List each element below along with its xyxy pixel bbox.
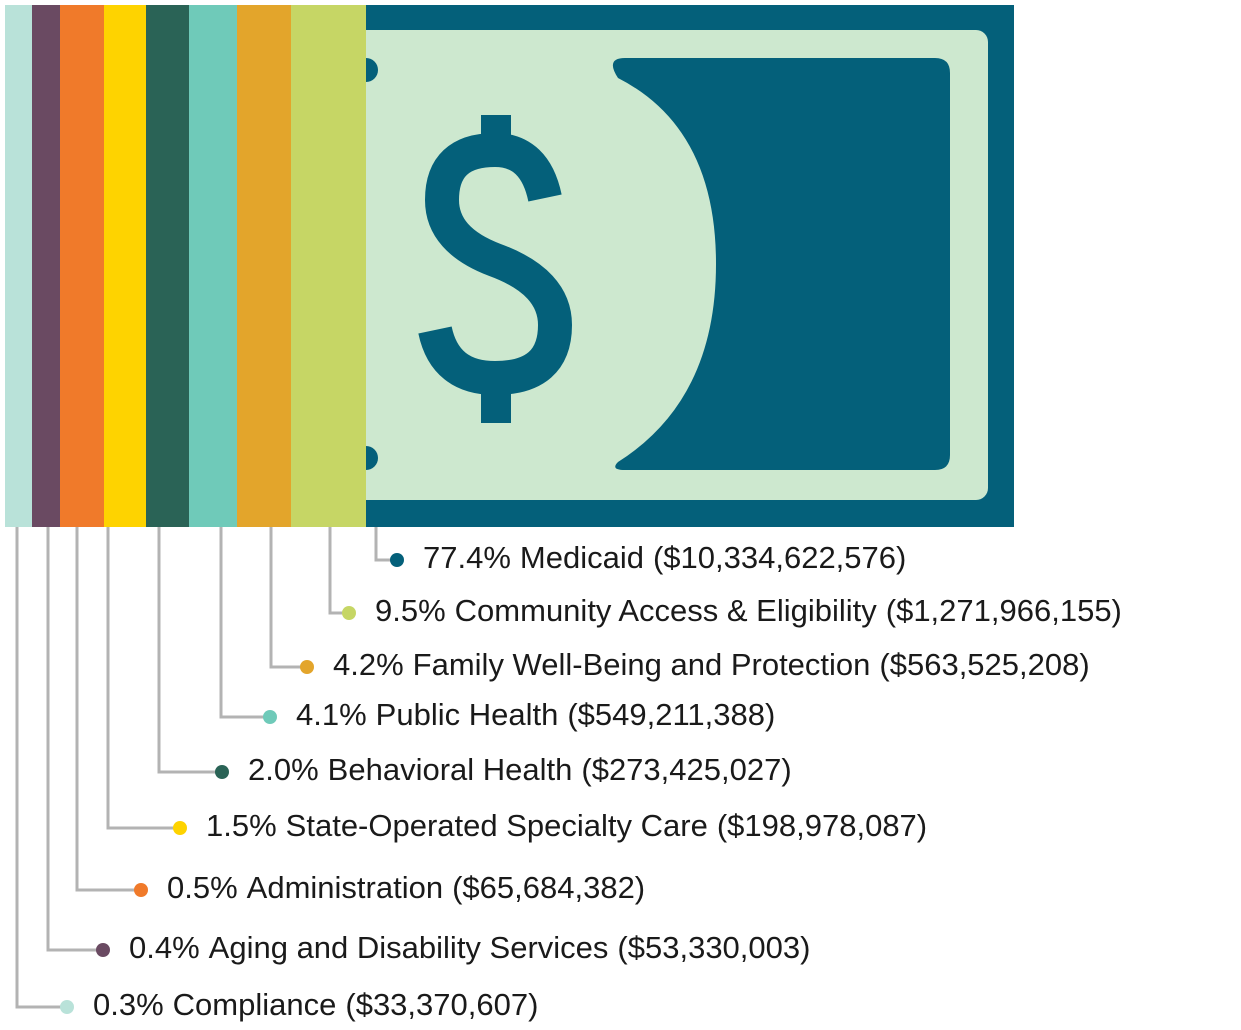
category: Behavioral Health [328,752,573,787]
connector [219,527,270,719]
band-strip [189,5,237,527]
legend-dot [134,883,148,897]
band-strip [60,5,104,527]
band-strip [32,5,60,527]
label: 1.5% State-Operated Specialty Care ($198,9… [206,808,927,843]
band-strip [146,5,189,527]
amount: ($273,425,027) [581,752,791,787]
amount: ($10,334,622,576) [653,540,906,575]
legend-dot [263,710,277,724]
label: 77.4% Medicaid ($10,334,622,576) [423,540,906,575]
category: Public Health [376,697,559,732]
category: State-Operated Specialty Care [286,808,708,843]
amount: ($33,370,607) [345,987,538,1022]
percent: 4.2% [333,647,404,682]
category: Family Well-Being and Protection [413,647,871,682]
amount: ($65,684,382) [452,870,645,905]
connector [46,527,103,952]
category: Compliance [173,987,337,1022]
legend-dot [96,943,110,957]
percent: 2.0% [248,752,319,787]
connector [75,527,141,892]
percent: 0.4% [129,930,200,965]
label: 0.5% Administration ($65,684,382) [167,870,645,905]
percent: 77.4% [423,540,511,575]
label: 4.1% Public Health ($549,211,388) [296,697,775,732]
band-strip [5,5,32,527]
amount: ($549,211,388) [567,697,775,732]
amount: ($1,271,966,155) [886,593,1122,628]
label: 0.4% Aging and Disability Services ($53,33… [129,930,810,965]
connector [106,527,180,830]
amount: ($53,330,003) [617,930,810,965]
percent: 0.5% [167,870,238,905]
label: 9.5% Community Access & Eligibility ($1,27… [375,593,1122,628]
category: Administration [247,870,443,905]
label: 4.2% Family Well-Being and Protection ($56… [333,647,1090,682]
percent: 0.3% [93,987,164,1022]
amount: ($198,978,087) [717,808,927,843]
connector [15,527,67,1009]
category: Aging and Disability Services [209,930,609,965]
legend-dot [173,821,187,835]
legend-dot [342,606,356,620]
category: Community Access & Eligibility [455,593,878,628]
connector [328,527,349,615]
legend-dot [60,1000,74,1014]
legend-dot [215,765,229,779]
legend-dot [300,660,314,674]
percent: 4.1% [296,697,367,732]
band-strip [291,5,366,527]
percent: 9.5% [375,593,446,628]
amount: ($563,525,208) [879,647,1089,682]
label: 2.0% Behavioral Health ($273,425,027) [248,752,792,787]
bill-icon [300,5,1014,527]
label: 0.3% Compliance ($33,370,607) [93,987,538,1022]
percent: 1.5% [206,808,277,843]
legend-dot [390,553,404,567]
category: Medicaid [520,540,644,575]
connector [269,527,307,669]
band-strip [104,5,146,527]
band-strip [237,5,291,527]
connector [157,527,222,774]
